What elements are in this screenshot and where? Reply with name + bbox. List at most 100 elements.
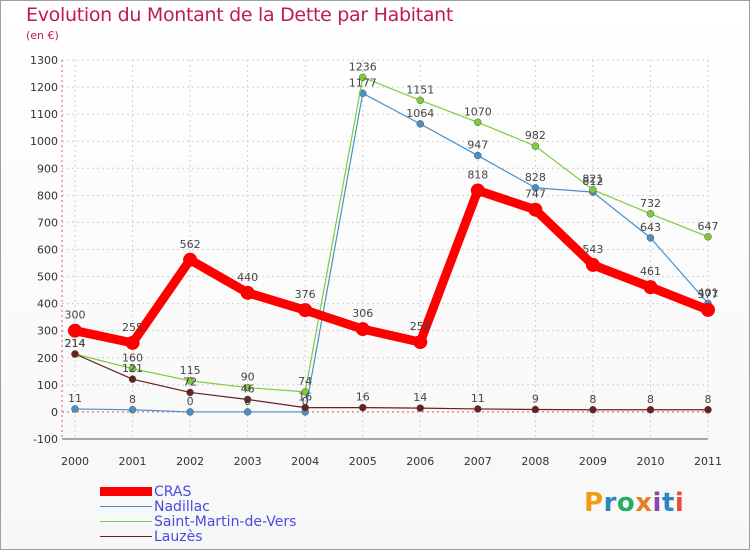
data-point-nadillac [531,184,540,192]
data-label-nadillac: 947 [467,139,488,152]
data-label-nadillac: 8 [129,393,136,406]
data-point-saint-martin-de-vers [531,142,540,150]
data-label-nadillac: 828 [525,171,546,184]
data-point-lauz-s [474,405,482,413]
data-label-nadillac: 812 [582,175,603,188]
data-label-cras: 818 [467,168,488,181]
x-tick-label: 2006 [406,455,434,468]
y-tick-label: 500 [37,271,58,284]
data-point-saint-martin-de-vers [416,96,425,105]
x-tick-label: 2005 [349,455,377,468]
legend: CRAS Nadillac Saint-Martin-de-Vers Lauzè… [100,483,296,545]
data-label-saint-martin-de-vers: 90 [241,371,255,384]
data-point-saint-martin-de-vers [358,73,367,82]
data-label-nadillac: 1064 [406,107,434,120]
data-point-lauz-s [704,406,712,414]
data-label-saint-martin-de-vers: 647 [698,220,719,233]
data-label-nadillac: 0 [302,395,309,408]
data-label-lauz-s: 8 [589,393,596,406]
data-label-lauz-s: 16 [298,391,312,404]
legend-label-lauzes: Lauzès [154,528,203,545]
y-tick-label: 1100 [30,108,58,121]
data-point-lauz-s [186,388,194,397]
data-point-lauz-s [358,403,367,412]
logo-letter: x [635,488,653,518]
data-point-lauz-s [589,406,597,414]
logo-letter: i [674,488,685,518]
data-point-cras [413,335,428,350]
data-label-cras: 747 [525,188,546,201]
legend-swatch-cras [100,487,152,496]
data-point-lauz-s [646,406,655,414]
y-tick-label: 100 [37,379,58,392]
legend-item-cras: CRAS [100,483,296,500]
data-label-lauz-s: 214 [65,337,86,350]
series-line-saint-martin-de-vers [74,76,709,393]
data-point-saint-martin-de-vers [589,185,597,194]
legend-label-cras: CRAS [154,483,192,500]
y-tick-label: 600 [37,244,58,257]
proxiti-logo: Proxiti [584,488,684,518]
x-tick-label: 2003 [234,455,262,468]
data-label-cras: 306 [352,307,373,320]
chart-title: Evolution du Montant de la Dette par Hab… [26,4,454,26]
data-point-nadillac [243,408,252,416]
x-tick-label: 2001 [119,455,147,468]
y-tick-label: 900 [37,162,58,175]
data-label-lauz-s: 11 [471,392,485,405]
data-point-lauz-s [71,350,79,358]
data-label-saint-martin-de-vers: 160 [122,352,143,365]
logo-letter: i [652,488,662,518]
legend-label-nadillac: Nadillac [154,498,210,515]
series-line-cras [74,185,710,348]
data-label-nadillac: 11 [68,392,82,405]
y-tick-label: 200 [37,352,58,365]
x-tick-label: 2000 [61,455,89,468]
y-tick-label: 0 [51,406,58,419]
data-point-saint-martin-de-vers [243,383,252,392]
data-label-cras: 255 [122,321,143,334]
data-point-nadillac [474,151,482,160]
y-tick-label: 700 [37,216,58,229]
data-label-cras: 461 [640,265,661,278]
y-tick-label: -100 [33,433,58,446]
data-label-saint-martin-de-vers: 115 [180,364,201,377]
y-tick-label: 1000 [30,135,58,148]
chart-subtitle: (en €) [26,29,59,42]
data-point-lauz-s [128,375,137,383]
logo-letter: t [661,488,675,518]
data-point-nadillac [128,406,137,414]
data-point-lauz-s [531,405,540,414]
data-point-lauz-s [243,395,252,404]
data-label-lauz-s: 14 [413,391,427,404]
legend-swatch-lauzes [100,536,152,537]
logo-letter: o [616,488,636,518]
legend-item-nadillac: Nadillac [100,498,296,515]
x-tick-label: 2010 [636,455,664,468]
data-point-nadillac [71,405,79,413]
x-tick-label: 2011 [694,455,722,468]
y-tick-label: 800 [37,189,58,202]
data-label-saint-martin-de-vers: 732 [640,197,661,210]
logo-letter: P [584,488,604,518]
data-label-cras: 258 [410,320,431,333]
data-point-nadillac [416,120,425,128]
data-label-saint-martin-de-vers: 1070 [464,105,492,118]
x-tick-label: 2004 [291,455,319,468]
data-label-lauz-s: 121 [122,362,143,375]
data-label-nadillac: 0 [244,395,251,408]
x-tick-label: 2008 [521,455,549,468]
y-tick-label: 1300 [30,54,58,67]
x-tick-label: 2007 [464,455,492,468]
data-label-saint-martin-de-vers: 1151 [406,83,434,96]
series-line-nadillac [74,92,709,413]
data-point-cras [585,257,600,272]
data-label-lauz-s: 72 [183,375,197,388]
data-label-cras: 440 [237,271,258,284]
x-tick-label: 2002 [176,455,204,468]
data-point-saint-martin-de-vers [704,233,712,241]
data-label-lauz-s: 8 [647,393,654,406]
data-point-cras [125,335,140,350]
data-point-cras [355,322,370,337]
